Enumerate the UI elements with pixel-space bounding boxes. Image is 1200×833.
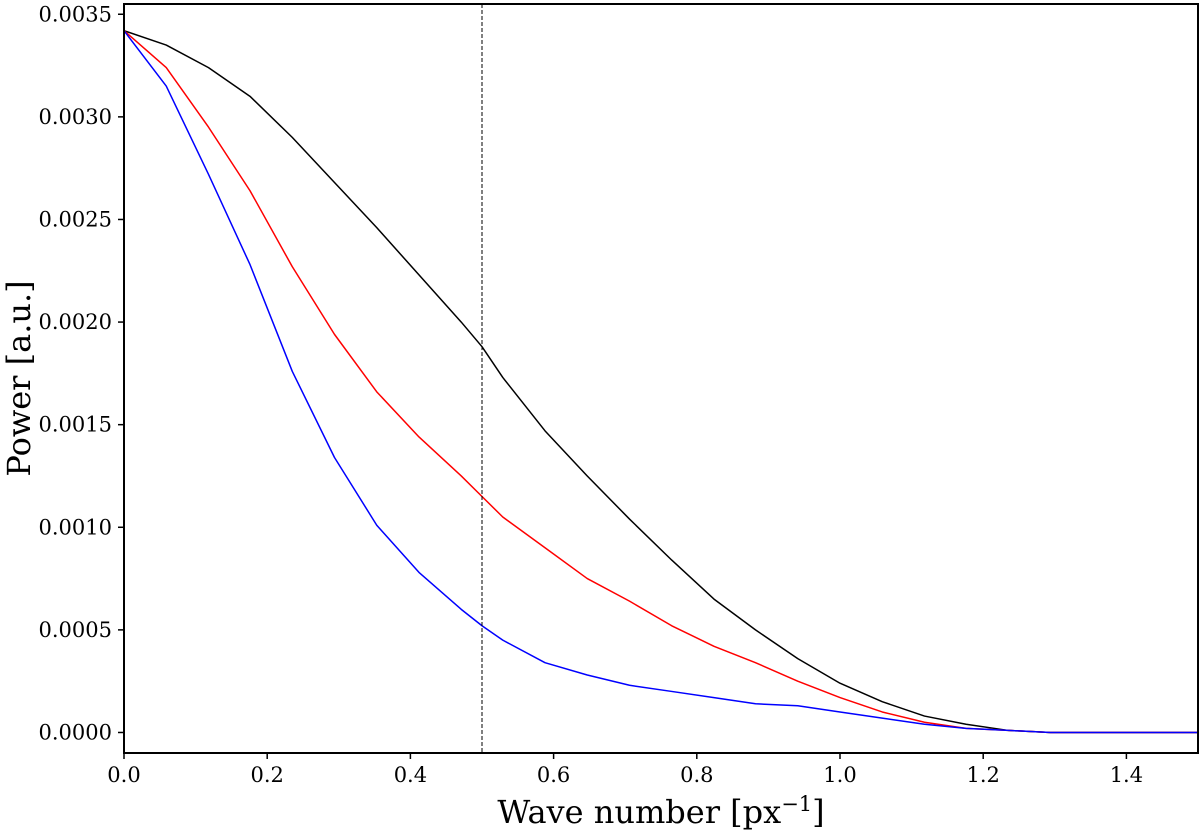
x-tick-label: 1.0 [823, 763, 856, 787]
plot-content [124, 4, 1198, 753]
x-tick-label: 0.6 [537, 763, 570, 787]
y-tick-label: 0.0025 [39, 207, 112, 231]
x-axis-title-main: Wave number [px [497, 793, 781, 831]
x-tick-label: 0.2 [250, 763, 283, 787]
series-line-1 [124, 29, 1198, 734]
y-axis-title: Power [a.u.] [0, 280, 38, 476]
x-axis-title-superscript: −1 [781, 792, 812, 816]
y-axis-ticks: 0.0000 0.0005 0.0010 0.0015 0.0020 0.0025 0.00… [39, 2, 124, 744]
y-tick-label: 0.0000 [39, 720, 112, 744]
x-tick-label: 1.2 [966, 763, 999, 787]
x-axis-title-suffix: ] [812, 793, 824, 831]
y-tick-label: 0.0020 [39, 310, 112, 334]
y-tick-label: 0.0015 [39, 413, 112, 437]
x-tick-label: 0.4 [394, 763, 427, 787]
x-axis-title: Wave number [px−1] [497, 792, 824, 831]
x-tick-label: 0.0 [107, 763, 140, 787]
series-line-3 [124, 30, 1198, 734]
series-line-2 [124, 30, 1198, 734]
plot-frame [123, 3, 1199, 754]
x-tick-label: 1.4 [1110, 763, 1143, 787]
y-tick-label: 0.0010 [39, 515, 112, 539]
x-axis-ticks: 0.0 0.2 0.4 0.6 0.8 1.0 1.2 1.4 [107, 753, 1143, 787]
plot-area [124, 4, 1198, 753]
y-tick-label: 0.0035 [39, 2, 112, 26]
y-tick-label: 0.0030 [39, 105, 112, 129]
y-tick-label: 0.0005 [39, 618, 112, 642]
x-tick-label: 0.8 [680, 763, 713, 787]
